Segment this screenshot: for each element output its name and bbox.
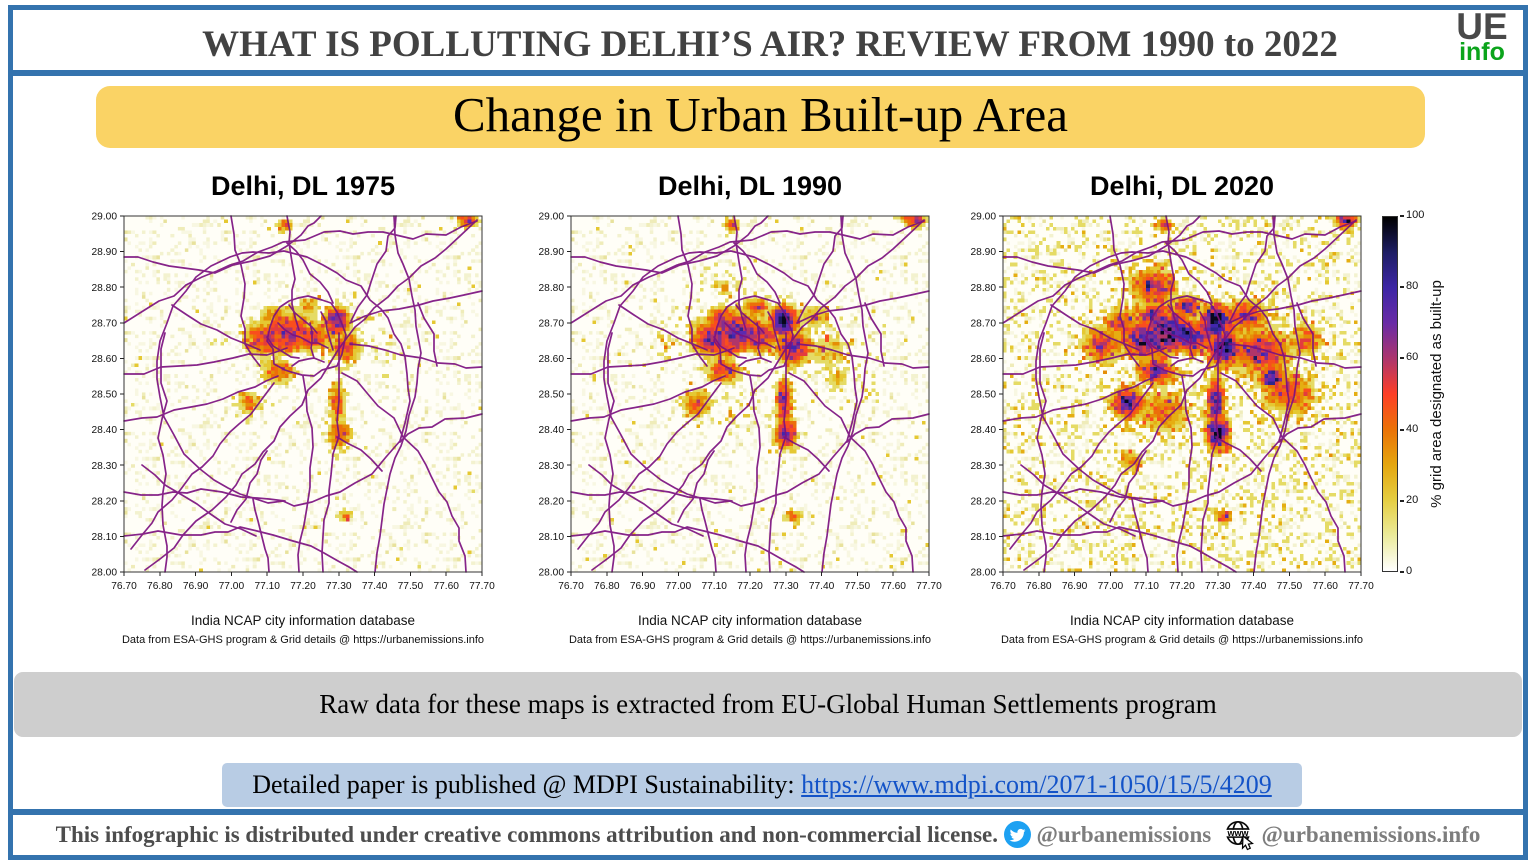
svg-text:28.90: 28.90 [539,247,565,258]
svg-text:29.00: 29.00 [92,212,118,223]
svg-text:76.90: 76.90 [1062,581,1088,592]
svg-text:28.40: 28.40 [971,425,997,436]
svg-text:77.50: 77.50 [1277,581,1303,592]
svg-text:76.90: 76.90 [183,581,209,592]
svg-text:77.50: 77.50 [398,581,424,592]
svg-text:77.10: 77.10 [1133,581,1159,592]
svg-text:28.40: 28.40 [539,425,565,436]
svg-text:77.70: 77.70 [916,581,942,592]
svg-text:77.30: 77.30 [326,581,352,592]
svg-text:76.90: 76.90 [630,581,656,592]
svg-text:77.60: 77.60 [433,581,459,592]
svg-text:76.70: 76.70 [558,581,584,592]
svg-text:28.80: 28.80 [92,283,118,294]
svg-text:77.10: 77.10 [254,581,280,592]
svg-text:28.30: 28.30 [539,461,565,472]
svg-text:28.60: 28.60 [92,354,118,365]
svg-text:77.20: 77.20 [737,581,763,592]
svg-text:29.00: 29.00 [539,212,565,223]
svg-text:77.60: 77.60 [880,581,906,592]
svg-text:76.80: 76.80 [1026,581,1052,592]
svg-text:28.20: 28.20 [971,496,997,507]
svg-text:28.70: 28.70 [539,318,565,329]
svg-text:28.80: 28.80 [539,283,565,294]
svg-text:28.10: 28.10 [539,532,565,543]
svg-text:77.70: 77.70 [1348,581,1374,592]
svg-text:77.10: 77.10 [701,581,727,592]
svg-text:28.10: 28.10 [971,532,997,543]
svg-text:28.90: 28.90 [971,247,997,258]
svg-text:28.70: 28.70 [971,318,997,329]
svg-text:77.60: 77.60 [1312,581,1338,592]
svg-text:76.70: 76.70 [111,581,137,592]
svg-text:28.00: 28.00 [539,568,565,579]
svg-text:77.20: 77.20 [290,581,316,592]
svg-text:77.30: 77.30 [1205,581,1231,592]
svg-text:28.90: 28.90 [92,247,118,258]
svg-text:77.00: 77.00 [219,581,245,592]
svg-text:28.50: 28.50 [92,390,118,401]
svg-text:28.70: 28.70 [92,318,118,329]
svg-text:28.20: 28.20 [539,496,565,507]
svg-text:28.20: 28.20 [92,496,118,507]
svg-text:77.00: 77.00 [1098,581,1124,592]
svg-text:28.80: 28.80 [971,283,997,294]
svg-text:77.50: 77.50 [845,581,871,592]
svg-text:28.30: 28.30 [971,461,997,472]
svg-text:28.60: 28.60 [539,354,565,365]
svg-text:76.80: 76.80 [147,581,173,592]
svg-text:28.60: 28.60 [971,354,997,365]
svg-text:28.10: 28.10 [92,532,118,543]
svg-text:28.00: 28.00 [92,568,118,579]
svg-text:77.30: 77.30 [773,581,799,592]
svg-text:77.70: 77.70 [469,581,495,592]
svg-text:77.40: 77.40 [1241,581,1267,592]
svg-text:28.50: 28.50 [971,390,997,401]
svg-text:77.20: 77.20 [1169,581,1195,592]
svg-text:76.70: 76.70 [990,581,1016,592]
svg-text:28.40: 28.40 [92,425,118,436]
svg-text:77.40: 77.40 [362,581,388,592]
svg-text:28.30: 28.30 [92,461,118,472]
svg-text:www: www [1226,828,1249,838]
svg-text:76.80: 76.80 [594,581,620,592]
svg-text:77.40: 77.40 [809,581,835,592]
svg-text:28.50: 28.50 [539,390,565,401]
svg-text:28.00: 28.00 [971,568,997,579]
svg-text:29.00: 29.00 [971,212,997,223]
svg-text:77.00: 77.00 [666,581,692,592]
